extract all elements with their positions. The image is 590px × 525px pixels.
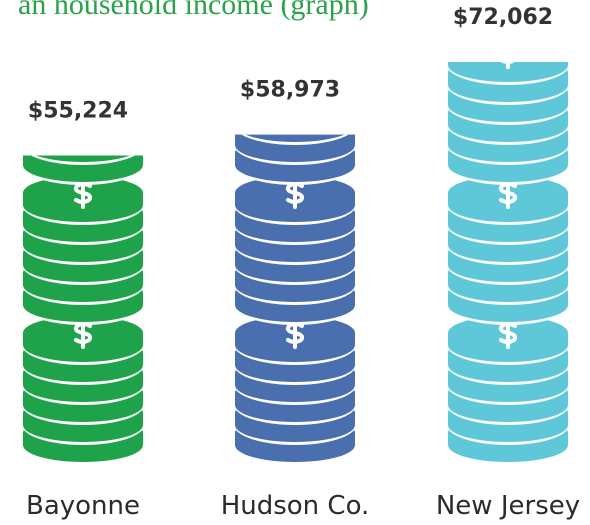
value-label: $72,062: [453, 5, 553, 30]
coin-edge: [23, 68, 143, 102]
coin-stack: [234, 36, 356, 464]
dollar-icon: [500, 62, 515, 69]
value-label: $58,973: [240, 78, 340, 103]
coin-face: [23, 56, 143, 90]
category-label: Hudson Co.: [221, 491, 370, 521]
coin-face: [235, 36, 355, 70]
coin-edge: [35, 155, 131, 162]
chart-title: an household income (graph): [18, 0, 369, 21]
coin-edge: [235, 113, 355, 125]
coin-edge: [235, 53, 355, 65]
category-label: Bayonne: [26, 491, 140, 521]
coin-edge: [245, 134, 345, 142]
category-label: New Jersey: [436, 491, 580, 521]
coin-stack: [22, 56, 144, 464]
dollar-icon: [288, 39, 302, 67]
coin-stack: [447, 62, 569, 464]
coin-edge: [23, 133, 143, 145]
value-label: $55,224: [28, 98, 128, 123]
coin-edge: [23, 73, 143, 85]
